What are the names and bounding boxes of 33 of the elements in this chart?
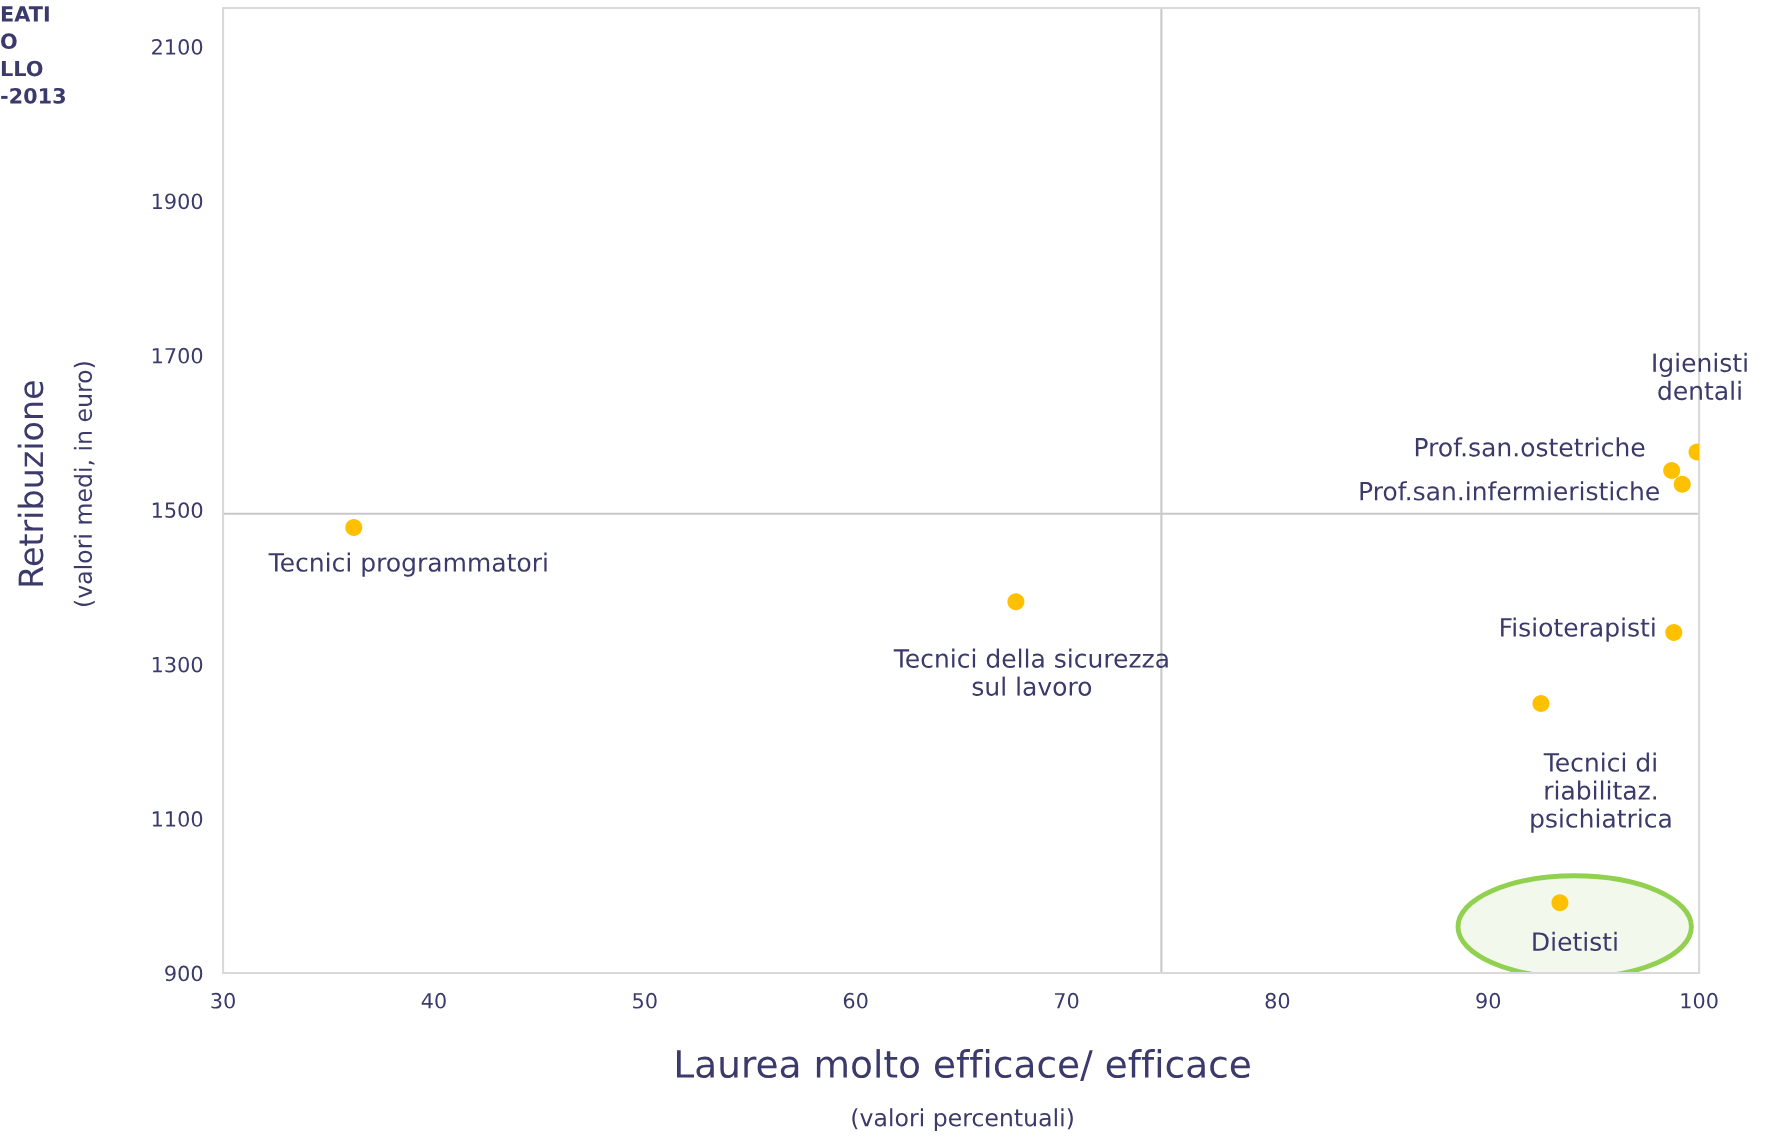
x-tick-label: 40 (421, 992, 446, 1009)
point (1551, 894, 1569, 912)
x-tick-label: 80 (1265, 992, 1290, 1009)
x-tick-label: 70 (1054, 992, 1079, 1009)
y-tick-label: 2100 (152, 39, 203, 55)
x-tick-label: 30 (211, 992, 235, 1009)
annotation: Fisioterapisti (1501, 617, 1655, 642)
y-tick-label: 1700 (152, 347, 203, 364)
point (1673, 475, 1691, 493)
y-tick-label: 1300 (152, 656, 203, 673)
y-tick-label: 1500 (152, 502, 203, 519)
x-tick-label: 90 (1476, 992, 1501, 1009)
point (1007, 593, 1025, 611)
text: EATI O LLO -2013 (1, 6, 65, 104)
annotation: Tecnici della sicurezza sul lavoro (893, 648, 1168, 696)
y-tick-label: 1900 (152, 193, 203, 210)
x-tick-label: 60 (843, 992, 868, 1009)
annotation: Prof.san.infermieristiche (1360, 481, 1659, 501)
point (1665, 624, 1683, 642)
y-tick-label: 900 (165, 965, 203, 982)
x-tick-label: 50 (633, 992, 657, 1009)
annotation: Tecnici di riabilitaz. psichiatrica (1531, 752, 1671, 833)
annotation: Dietisti (1533, 931, 1617, 952)
point (1532, 695, 1550, 713)
annotation: Prof.san.ostetriche (1415, 437, 1645, 457)
y-axis-title: Retribuzione (valori medi, in euro) (17, 362, 95, 606)
point (345, 519, 363, 537)
annotation: Tecnici programmatori (268, 552, 547, 577)
annotation: Igienisti dentali (1653, 352, 1747, 401)
y-tick-label: 1100 (152, 811, 203, 827)
x-tick-label: 100 (1681, 992, 1718, 1009)
point (1663, 461, 1681, 479)
x-axis-title: Laurea molto efficace/ efficace (valori percentuali) (676, 1049, 1250, 1132)
